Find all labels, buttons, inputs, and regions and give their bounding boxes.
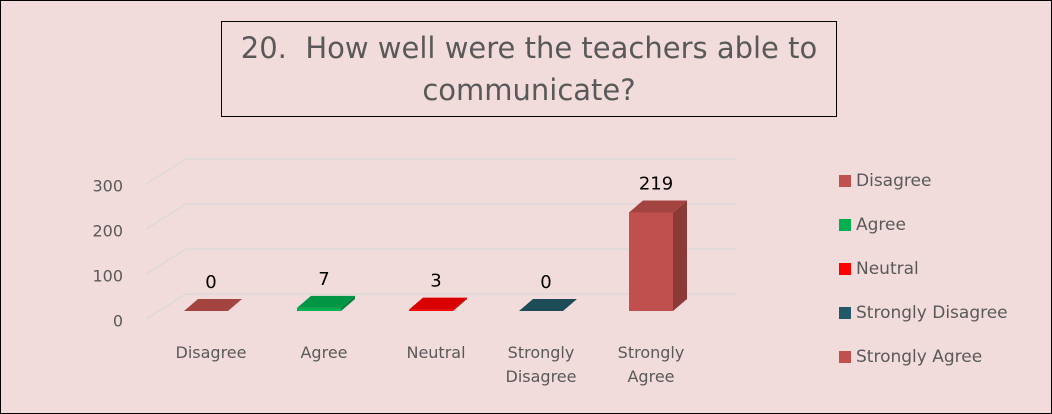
legend-label: Strongly Disagree [856, 303, 1008, 323]
bar-top [409, 297, 467, 310]
x-tick-label: Neutral [406, 343, 466, 362]
legend-swatch [839, 175, 851, 187]
value-label: 219 [639, 173, 673, 194]
value-label: 7 [318, 269, 329, 290]
bar [629, 212, 673, 311]
legend-swatch [839, 263, 851, 275]
legend-item: Neutral [839, 259, 919, 279]
bar-top [184, 299, 242, 311]
grid-line [145, 293, 736, 320]
legend-label: Disagree [856, 171, 932, 191]
legend-item: Agree [839, 215, 906, 235]
bar [297, 307, 341, 311]
grid-line [145, 203, 736, 230]
bar [409, 309, 453, 311]
x-tick-label: Agree [300, 343, 348, 362]
legend-swatch [839, 351, 851, 363]
legend-item: Disagree [839, 171, 931, 191]
grid-line [145, 248, 736, 275]
value-label: 0 [205, 272, 216, 293]
legend-label: Neutral [856, 259, 919, 279]
y-tick-label: 300 [92, 177, 123, 196]
bar-top [297, 295, 355, 308]
chart-title: 20. How well were the teachers able to c… [221, 21, 837, 117]
legend-label: Agree [856, 215, 906, 235]
legend-swatch [839, 307, 851, 319]
x-tick-label: Strongly Agree [617, 343, 685, 386]
legend-item: Strongly Agree [839, 347, 982, 367]
grid-line [145, 158, 736, 185]
legend-item: Strongly Disagree [839, 303, 1008, 323]
bar-side [341, 295, 355, 311]
value-label: 3 [430, 271, 441, 292]
value-label: 0 [540, 272, 551, 293]
bar-top [629, 200, 687, 213]
y-tick-label: 100 [92, 267, 123, 286]
bar-side [673, 200, 687, 311]
y-tick-label: 0 [113, 312, 123, 331]
legend-swatch [839, 219, 851, 231]
x-tick-label: Disagree [175, 343, 247, 362]
bar-top [519, 299, 577, 311]
x-tick-label: Strongly Disagree [505, 343, 577, 386]
bar-side [453, 297, 467, 311]
legend-label: Strongly Agree [856, 347, 983, 367]
y-tick-label: 200 [92, 222, 123, 241]
